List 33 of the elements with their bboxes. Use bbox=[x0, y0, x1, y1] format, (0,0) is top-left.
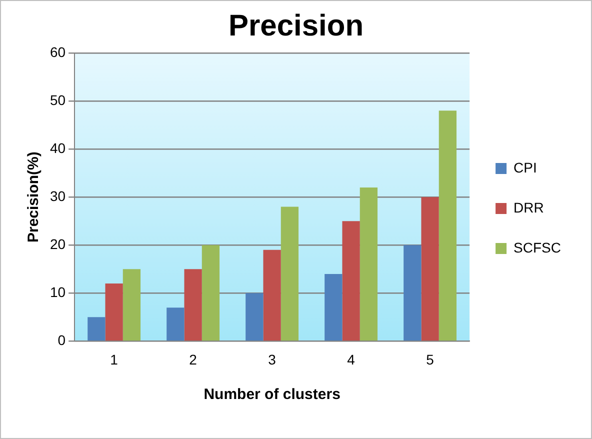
y-tick-label: 50 bbox=[50, 92, 66, 108]
x-tick-label: 4 bbox=[347, 351, 356, 368]
x-tick-label: 2 bbox=[189, 351, 198, 368]
legend-label: CPI bbox=[514, 159, 537, 176]
bar bbox=[342, 221, 360, 341]
bar bbox=[360, 187, 378, 341]
y-tick-label: 20 bbox=[50, 236, 66, 252]
x-tick-label: 1 bbox=[110, 351, 118, 368]
y-tick-label: 30 bbox=[50, 188, 66, 204]
legend-label: DRR bbox=[514, 199, 544, 216]
bar bbox=[105, 284, 123, 341]
y-axis-title: Precision(%) bbox=[25, 152, 42, 243]
y-tick-label: 40 bbox=[50, 140, 66, 156]
x-axis-title: Number of clusters bbox=[204, 386, 340, 404]
bar bbox=[202, 245, 220, 341]
y-tick-label: 0 bbox=[58, 332, 66, 348]
bar bbox=[421, 197, 439, 341]
bar bbox=[438, 110, 457, 341]
bar bbox=[122, 269, 141, 341]
bar bbox=[184, 269, 202, 341]
bar bbox=[324, 274, 342, 341]
bar bbox=[404, 245, 422, 341]
x-tick-label: 5 bbox=[426, 351, 434, 368]
bar bbox=[246, 293, 264, 341]
y-tick-label: 60 bbox=[50, 44, 66, 60]
y-tick-label: 10 bbox=[50, 284, 66, 300]
bar bbox=[166, 308, 184, 341]
legend-label: SCFSC bbox=[514, 239, 562, 256]
bar bbox=[88, 317, 106, 341]
x-tick-label: 3 bbox=[268, 351, 276, 368]
chart-title: Precision bbox=[228, 9, 364, 42]
bar bbox=[280, 206, 299, 341]
bar bbox=[263, 250, 281, 341]
